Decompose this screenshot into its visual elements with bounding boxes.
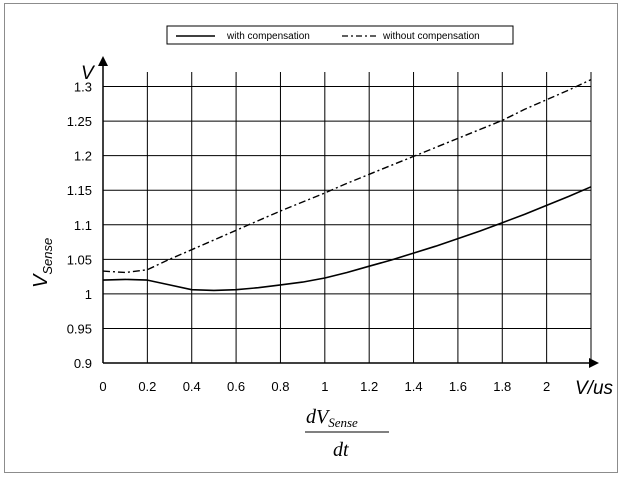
x-tick-label-6: 1.2 [360,379,378,394]
y-tick-label-0: 0.9 [74,356,92,371]
legend-entry-without-compensation: without compensation [382,31,480,42]
grid [103,72,592,363]
y-axis-label-sub: Sense [40,238,55,275]
x-tick-label-9: 1.8 [493,379,511,394]
x-tick-label-8: 1.6 [449,379,467,394]
chart-frame [4,3,618,473]
y-axis-label: VSense [30,238,55,288]
x-tick-label-1: 0.2 [138,379,156,394]
y-tick-label-4: 1.1 [74,218,92,233]
y-tick-label-2: 1 [85,287,92,302]
series-line-with-compensation [102,186,592,292]
x-tick-label-7: 1.4 [405,379,423,394]
y-axis-label-main: V [30,273,52,288]
x-tick-label-2: 0.4 [183,379,201,394]
x-axis-label: dVSense dt [305,406,389,461]
x-axis-label-numerator: dVSense [306,406,358,430]
legend-entry-with-compensation: with compensation [226,31,310,42]
y-tick-label-3: 1.05 [67,252,92,267]
x-tick-label-3: 0.6 [227,379,245,394]
svg-text:VSense: VSense [30,238,55,288]
y-tick-label-6: 1.2 [74,149,92,164]
y-tick-label-7: 1.25 [67,114,92,129]
y-tick-label-1: 0.95 [67,321,92,336]
x-axis-unit: V/us [575,378,614,399]
y-tick-label-8: 1.3 [74,80,92,95]
legend: with compensation without compensation [166,25,514,45]
series-line-without-compensation [102,78,592,274]
legend-box [166,25,514,45]
x-tick-label-4: 0.8 [271,379,289,394]
y-tick-label-5: 1.15 [67,183,92,198]
x-tick-label-10: 2 [543,379,550,394]
series-lines [102,78,592,292]
x-tick-label-0: 0 [99,379,106,394]
y-axis-unit: V [81,63,96,84]
axes [98,56,599,368]
x-tick-label-5: 1 [321,379,328,394]
y-tick-labels: 0.9 0.95 1 1.05 1.1 1.15 1.2 1.25 1.3 [67,80,92,371]
x-tick-labels: 0 0.2 0.4 0.6 0.8 1 1.2 1.4 1.6 1.8 2 [99,379,550,394]
x-axis-label-denominator: dt [333,439,349,461]
